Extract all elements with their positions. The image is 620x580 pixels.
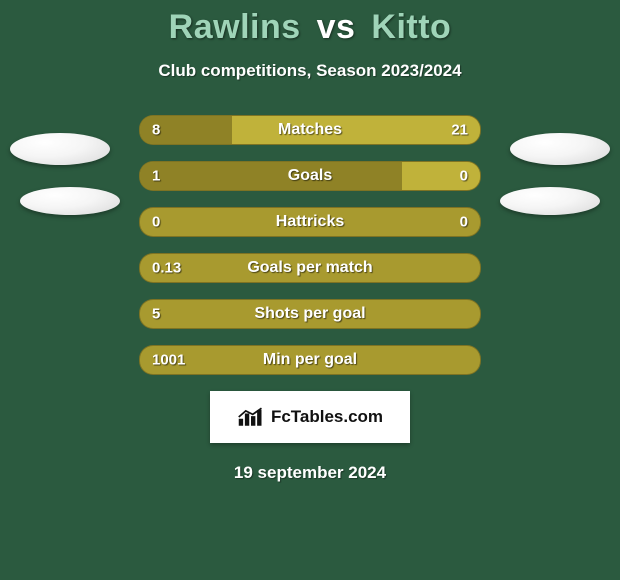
stat-bar-row: 0 Hattricks 0 <box>139 207 481 237</box>
player1-name: Rawlins <box>169 8 301 46</box>
stat-label: Hattricks <box>276 213 344 231</box>
stat-left-value: 0.13 <box>152 260 181 277</box>
brand-text: FcTables.com <box>271 407 383 427</box>
avatar-left-1 <box>10 133 110 165</box>
stat-left-value: 5 <box>152 306 160 323</box>
player2-name: Kitto <box>371 8 451 46</box>
stat-bar-row: 0.13 Goals per match <box>139 253 481 283</box>
stat-bar-right-seg <box>232 116 480 144</box>
stat-left-value: 1001 <box>152 352 185 369</box>
stat-label: Matches <box>278 121 342 139</box>
avatar-right-1 <box>510 133 610 165</box>
stat-bar-row: 8 Matches 21 <box>139 115 481 145</box>
stat-bar-left-seg <box>140 162 402 190</box>
stat-label: Goals per match <box>247 259 372 277</box>
stat-label: Min per goal <box>263 351 357 369</box>
stat-label: Goals <box>288 167 332 185</box>
subtitle: Club competitions, Season 2023/2024 <box>0 61 620 81</box>
stat-right-value: 0 <box>460 168 468 185</box>
date-text: 19 september 2024 <box>0 463 620 483</box>
page-title: Rawlins vs Kitto <box>0 0 620 47</box>
stat-bar-row: 1 Goals 0 <box>139 161 481 191</box>
stat-left-value: 8 <box>152 122 160 139</box>
stat-bars: 8 Matches 21 1 Goals 0 0 Hattricks 0 0.13 Goals pe… <box>139 115 481 375</box>
comparison-stage: 8 Matches 21 1 Goals 0 0 Hattricks 0 0.13 Goals pe… <box>0 115 620 375</box>
stat-bar-right-seg <box>402 162 480 190</box>
stat-label: Shots per goal <box>254 305 365 323</box>
stat-bar-row: 1001 Min per goal <box>139 345 481 375</box>
stat-left-value: 0 <box>152 214 160 231</box>
stat-right-value: 0 <box>460 214 468 231</box>
brand-badge: FcTables.com <box>210 391 410 443</box>
stat-bar-row: 5 Shots per goal <box>139 299 481 329</box>
brand-chart-icon <box>237 406 265 428</box>
stat-right-value: 21 <box>451 122 468 139</box>
avatar-left-2 <box>20 187 120 215</box>
avatar-right-2 <box>500 187 600 215</box>
stat-left-value: 1 <box>152 168 160 185</box>
vs-text: vs <box>317 8 356 46</box>
